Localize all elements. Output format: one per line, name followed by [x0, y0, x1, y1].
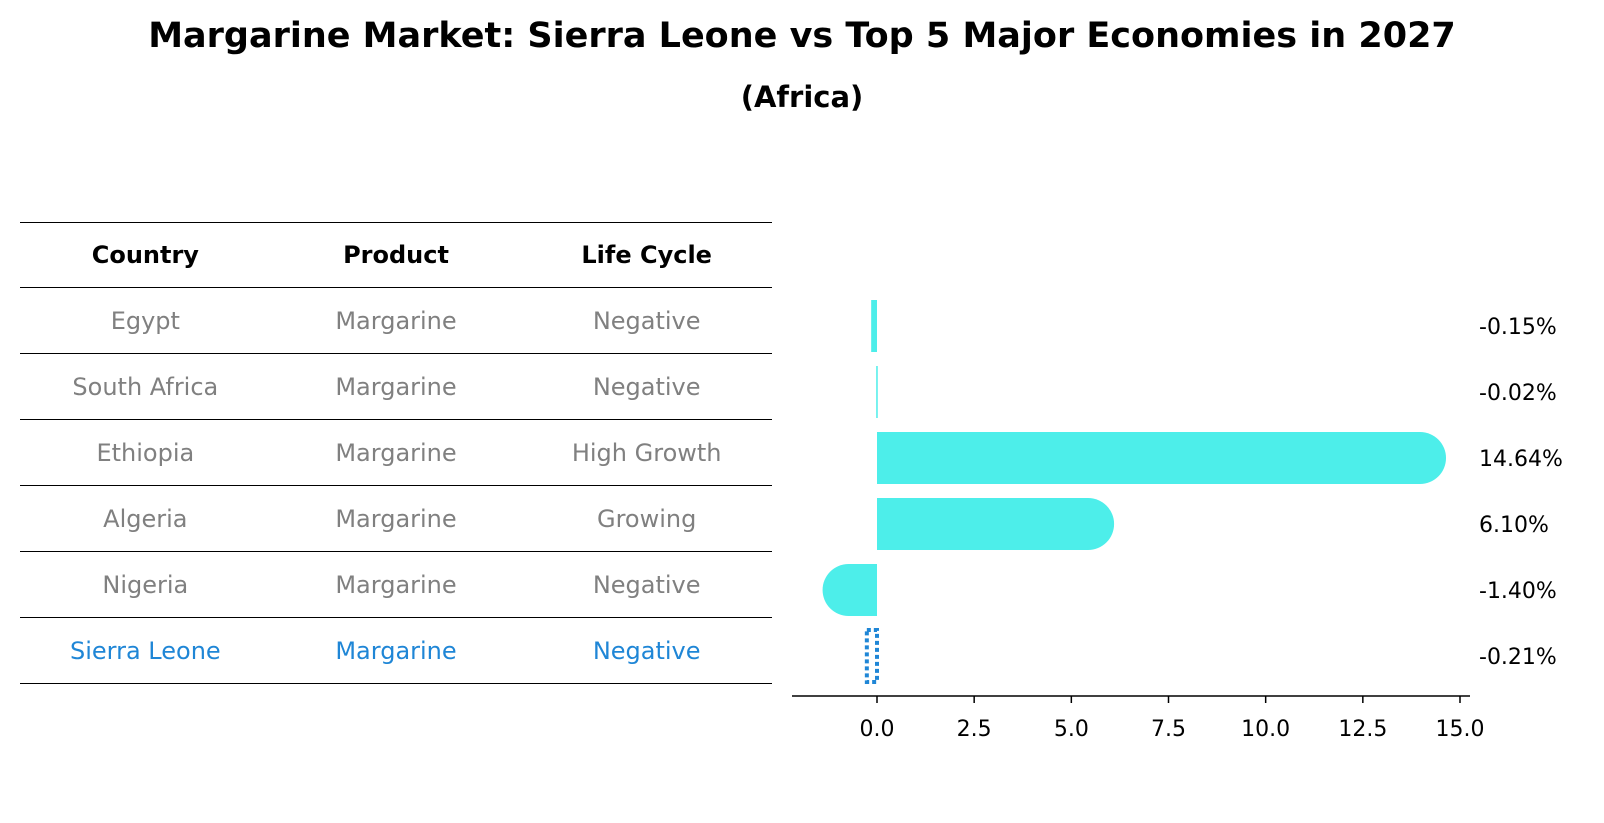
product-cell: Margarine — [335, 438, 457, 467]
header-product: Product — [343, 241, 449, 269]
value-label: -0.21% — [1479, 645, 1557, 670]
table-row: Algeria Margarine Growing — [20, 486, 772, 552]
x-tick-label: 5.0 — [1054, 717, 1089, 742]
country-cell: South Africa — [72, 372, 219, 401]
product-cell: Margarine — [335, 570, 457, 599]
x-tick-label: 12.5 — [1338, 717, 1387, 742]
value-label: 6.10% — [1479, 513, 1549, 538]
chart-title: Margarine Market: Sierra Leone vs Top 5 … — [148, 16, 1456, 56]
bar — [877, 498, 1115, 550]
x-tick-label: 15.0 — [1436, 717, 1485, 742]
life-cycle-cell: Negative — [592, 372, 701, 401]
header-country: Country — [91, 241, 199, 269]
table-row: Ethiopia Margarine High Growth — [20, 420, 772, 486]
data-table: Country Product Life Cycle Egypt Margari… — [20, 222, 772, 684]
x-tick-label: 7.5 — [1151, 717, 1186, 742]
country-cell: Algeria — [103, 504, 188, 533]
table-row: Sierra Leone Margarine Negative — [20, 618, 772, 684]
value-label: -0.15% — [1479, 315, 1557, 340]
product-cell: Margarine — [335, 372, 457, 401]
life-cycle-cell: Negative — [592, 306, 701, 335]
bar-highlight — [864, 628, 880, 684]
x-tick-label: 0.0 — [860, 717, 895, 742]
chart-subtitle: (Africa) — [740, 80, 864, 114]
value-label: 14.64% — [1479, 447, 1563, 472]
life-cycle-cell: Negative — [592, 570, 701, 599]
country-cell: Egypt — [110, 306, 180, 335]
bar — [822, 564, 877, 616]
table-row: Egypt Margarine Negative — [20, 288, 772, 354]
product-cell: Margarine — [335, 504, 457, 533]
product-cell: Margarine — [335, 636, 457, 665]
bar — [871, 300, 877, 352]
product-cell: Margarine — [335, 306, 457, 335]
country-cell: Sierra Leone — [69, 636, 221, 665]
value-label: -0.02% — [1479, 381, 1557, 406]
life-cycle-cell: High Growth — [571, 438, 722, 467]
x-tick-label: 10.0 — [1241, 717, 1290, 742]
bar — [877, 432, 1447, 484]
table-row: Nigeria Margarine Negative — [20, 552, 772, 618]
life-cycle-cell: Growing — [596, 504, 697, 533]
value-label: -1.40% — [1479, 579, 1557, 604]
x-tick-label: 2.5 — [957, 717, 992, 742]
country-cell: Nigeria — [102, 570, 189, 599]
country-cell: Ethiopia — [96, 438, 195, 467]
life-cycle-cell: Negative — [592, 636, 701, 665]
table-header-row: Country Product Life Cycle — [20, 222, 772, 288]
bar — [876, 366, 878, 418]
table-row: South Africa Margarine Negative — [20, 354, 772, 420]
header-life-cycle: Life Cycle — [581, 241, 712, 269]
